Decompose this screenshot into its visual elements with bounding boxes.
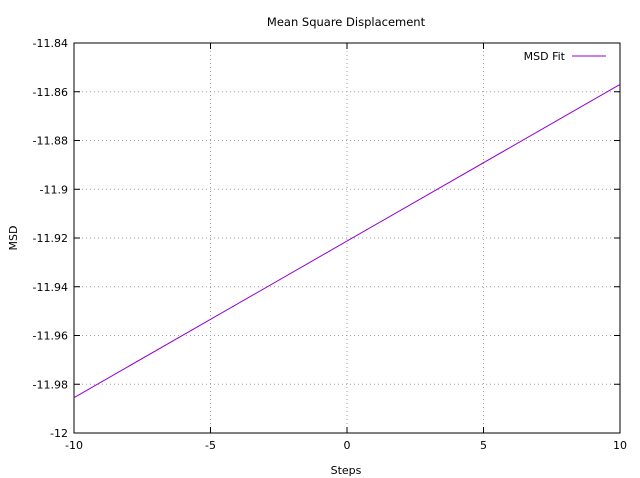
x-tick-label: 0 xyxy=(344,439,351,452)
legend-label-msd-fit: MSD Fit xyxy=(524,50,566,63)
y-tick-label: -11.96 xyxy=(33,330,68,343)
x-axis-label: Steps xyxy=(331,464,362,477)
y-tick-label: -11.86 xyxy=(33,86,68,99)
y-tick-label: -11.92 xyxy=(33,232,68,245)
series-layer xyxy=(73,84,621,399)
tick-layer: -10 -5 0 5 10 -12 -11.98 -11.96 -11.94 -11.92 -11.… xyxy=(33,37,627,452)
y-tick-label: -11.84 xyxy=(33,37,68,50)
x-tick-label: -10 xyxy=(65,439,83,452)
series-line-msd-fit xyxy=(73,84,621,399)
y-tick-label: -11.98 xyxy=(33,378,68,391)
grid-layer xyxy=(74,43,620,433)
y-axis-label: MSD xyxy=(7,226,20,251)
x-tick-label: 5 xyxy=(480,439,487,452)
x-tick-label: 10 xyxy=(613,439,627,452)
y-tick-label: -11.94 xyxy=(33,281,68,294)
x-tick-label: -5 xyxy=(205,439,216,452)
y-tick-label: -11.9 xyxy=(40,183,68,196)
y-tick-label: -12 xyxy=(50,427,68,440)
chart-title: Mean Square Displacement xyxy=(267,15,426,29)
y-tick-label: -11.88 xyxy=(33,135,68,148)
legend: MSD Fit xyxy=(524,50,606,63)
